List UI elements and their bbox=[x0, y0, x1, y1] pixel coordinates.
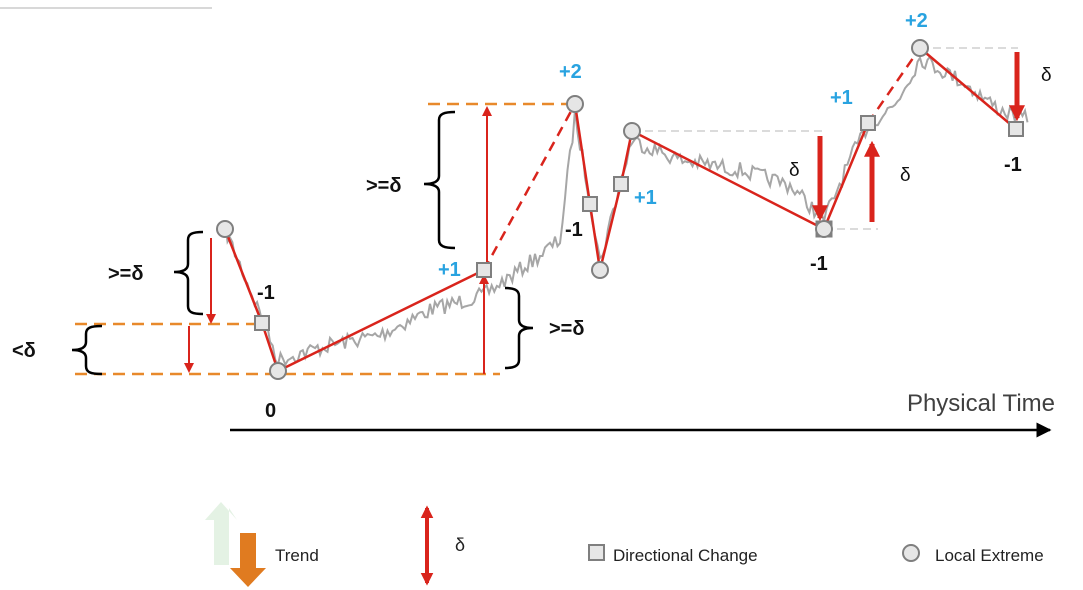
directional-change-icon bbox=[588, 544, 605, 561]
level-label-minus-one: -1 bbox=[810, 253, 828, 275]
label-delta: δ bbox=[789, 160, 800, 181]
dc-marker bbox=[860, 115, 876, 131]
label-less-delta: <δ bbox=[12, 340, 36, 362]
trend-arrows-icon bbox=[205, 502, 266, 587]
dc-marker bbox=[582, 196, 598, 212]
local-extreme-icon bbox=[902, 544, 920, 562]
level-label-plus-one: +1 bbox=[830, 87, 853, 109]
extreme-marker bbox=[623, 122, 641, 140]
dc-marker bbox=[1008, 121, 1024, 137]
brace-ge-delta-upper bbox=[423, 110, 456, 250]
legend-local-extreme-label: Local Extreme bbox=[935, 546, 1044, 565]
extreme-marker bbox=[216, 220, 234, 238]
extreme-marker bbox=[591, 261, 609, 279]
threshold-guides bbox=[75, 47, 1018, 376]
label-ge-delta-right: >=δ bbox=[549, 318, 585, 340]
label-delta: δ bbox=[1041, 65, 1052, 86]
trend-path bbox=[223, 47, 1017, 373]
level-label-plus-one: +1 bbox=[634, 187, 657, 209]
level-label-plus-two: +2 bbox=[559, 61, 582, 83]
price-series-line bbox=[224, 54, 1029, 368]
brace-ge-delta-left bbox=[173, 230, 204, 316]
directional-change-markers bbox=[254, 115, 1024, 331]
label-delta: δ bbox=[900, 165, 911, 186]
level-label-minus-one: -1 bbox=[565, 219, 583, 241]
label-ge-delta-left: >=δ bbox=[108, 263, 144, 285]
brace-ge-delta-right bbox=[504, 286, 534, 370]
level-label-plus-one: +1 bbox=[438, 259, 461, 281]
threshold-arrows bbox=[184, 52, 1026, 374]
legend-delta-label: δ bbox=[455, 535, 465, 555]
threshold-labels: <δ >=δ >=δ >=δ δ δ δ bbox=[12, 65, 1052, 362]
braces bbox=[71, 110, 534, 376]
legend-directional-change-label: Directional Change bbox=[613, 546, 758, 565]
extreme-marker bbox=[269, 362, 287, 380]
time-axis-label: Physical Time bbox=[907, 390, 1055, 417]
level-labels: 0 -1 -1 -1 -1 +1 +1 +1 +2 +2 bbox=[257, 10, 1022, 422]
dc-marker bbox=[476, 262, 492, 278]
local-extreme-markers bbox=[216, 39, 929, 380]
extreme-marker bbox=[911, 39, 929, 57]
level-label-zero: 0 bbox=[265, 400, 276, 422]
level-label-minus-one: -1 bbox=[1004, 154, 1022, 176]
label-ge-delta-upper: >=δ bbox=[366, 175, 402, 197]
legend: Trend δ Directional Change Local Extreme bbox=[205, 502, 1044, 587]
dc-marker bbox=[254, 315, 270, 331]
extreme-marker bbox=[815, 220, 833, 238]
brace-less-delta bbox=[71, 324, 103, 376]
dc-marker bbox=[613, 176, 629, 192]
level-label-minus-one: -1 bbox=[257, 282, 275, 304]
level-label-plus-two: +2 bbox=[905, 10, 928, 32]
extreme-marker bbox=[566, 95, 584, 113]
legend-trend-label: Trend bbox=[275, 546, 319, 565]
